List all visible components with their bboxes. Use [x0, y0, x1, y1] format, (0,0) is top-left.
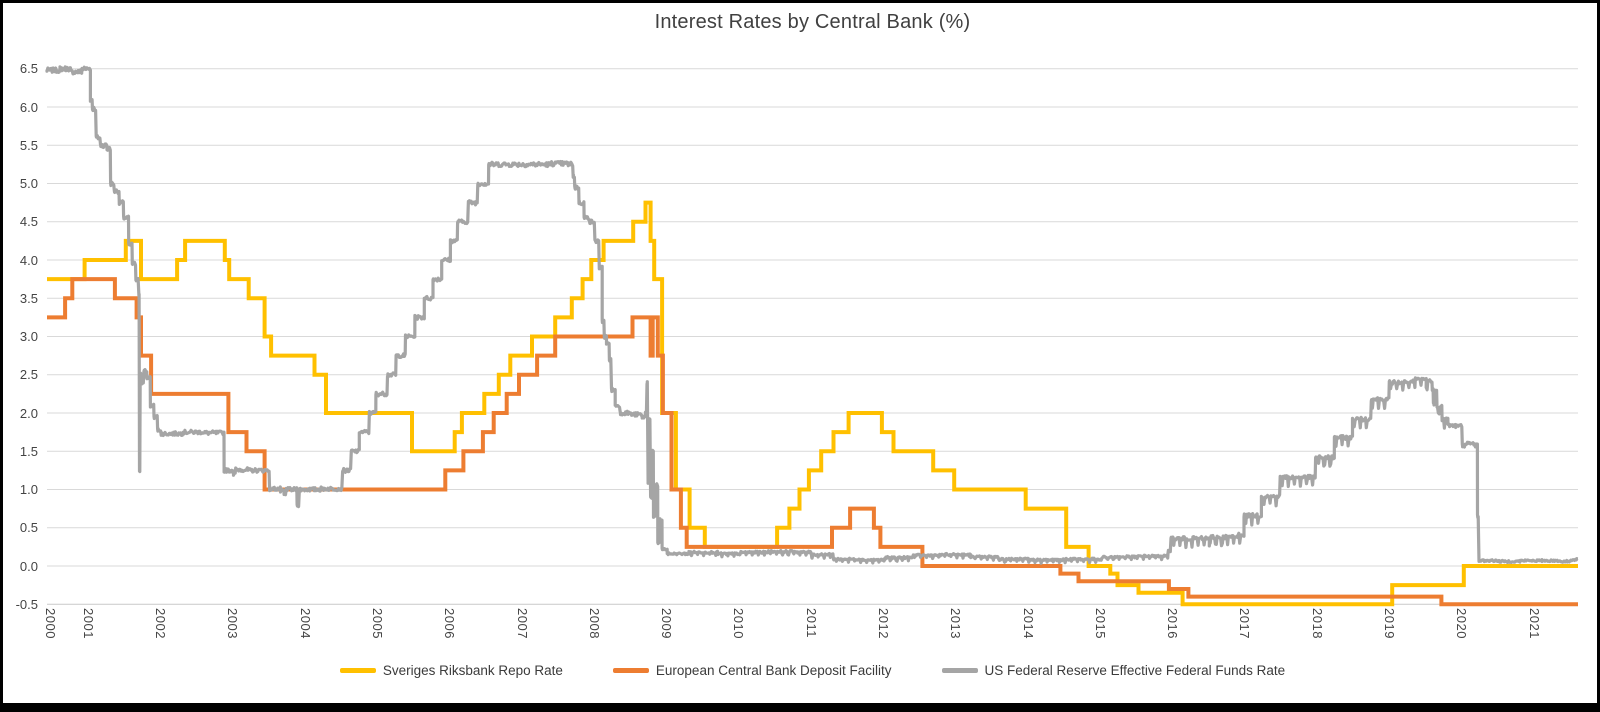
y-axis-label: 1.5: [19, 444, 38, 459]
x-axis-label: 2021: [1527, 608, 1542, 639]
legend-item: European Central Bank Deposit Facility: [612, 663, 892, 678]
legend-swatch-icon: [612, 668, 649, 673]
x-axis-label: 2002: [153, 608, 168, 639]
y-axis-label: 0.0: [19, 559, 38, 574]
series-line-3: [45, 65, 1579, 565]
legend-label: Sveriges Riksbank Repo Rate: [382, 663, 563, 678]
x-axis-label: 2014: [1021, 608, 1036, 639]
legend-swatch-icon: [339, 668, 376, 673]
y-axis-label: 5.5: [19, 138, 38, 153]
x-axis-label: 2012: [876, 608, 891, 639]
y-axis-label: 6.5: [19, 61, 38, 76]
x-axis-label: 2013: [948, 608, 963, 639]
x-axis-label: 2019: [1382, 608, 1397, 639]
y-axis-label: 0.5: [19, 520, 38, 535]
legend-label: US Federal Reserve Effective Federal Fun…: [984, 663, 1286, 678]
y-axis-label: 2.5: [19, 367, 38, 382]
series-line-1: [47, 200, 1578, 607]
legend-item: US Federal Reserve Effective Federal Fun…: [941, 663, 1286, 678]
x-axis-label: 2001: [81, 608, 96, 639]
x-axis-label: 2015: [1093, 608, 1108, 639]
y-axis-label: 4.0: [19, 253, 38, 268]
x-axis-label: 2000: [43, 608, 58, 639]
x-axis-label: 2016: [1165, 608, 1180, 639]
x-axis-label: 2005: [370, 608, 385, 639]
x-axis-label: 2011: [804, 608, 819, 638]
legend-swatch-icon: [941, 668, 978, 673]
x-axis-label: 2006: [442, 608, 457, 639]
x-axis-label: 2007: [515, 608, 530, 639]
legend: Sveriges Riksbank Repo Rate European Cent…: [47, 663, 1578, 678]
y-axis-label: 4.5: [19, 214, 38, 229]
legend-label: European Central Bank Deposit Facility: [655, 663, 892, 678]
x-axis-label: 2018: [1310, 608, 1325, 639]
y-axis-label: 6.0: [19, 100, 38, 115]
y-axis-label: 2.0: [19, 406, 38, 421]
x-axis-label: 2020: [1454, 608, 1469, 639]
x-axis-label: 2003: [225, 608, 240, 639]
legend-item: Sveriges Riksbank Repo Rate: [339, 663, 563, 678]
x-axis-label: 2008: [587, 608, 602, 639]
x-axis-label: 2004: [298, 608, 313, 639]
y-axis-label: -0.5: [15, 597, 38, 612]
chart-title: Interest Rates by Central Bank (%): [654, 11, 971, 33]
x-axis-label: 2010: [731, 608, 746, 639]
x-axis-label: 2009: [659, 608, 674, 639]
x-axis-label: 2017: [1237, 608, 1252, 639]
y-axis-label: 3.0: [19, 329, 38, 344]
y-axis-label: 3.5: [19, 291, 38, 306]
y-axis-label: 5.0: [19, 176, 38, 191]
y-axis-label: 1.0: [19, 482, 38, 497]
